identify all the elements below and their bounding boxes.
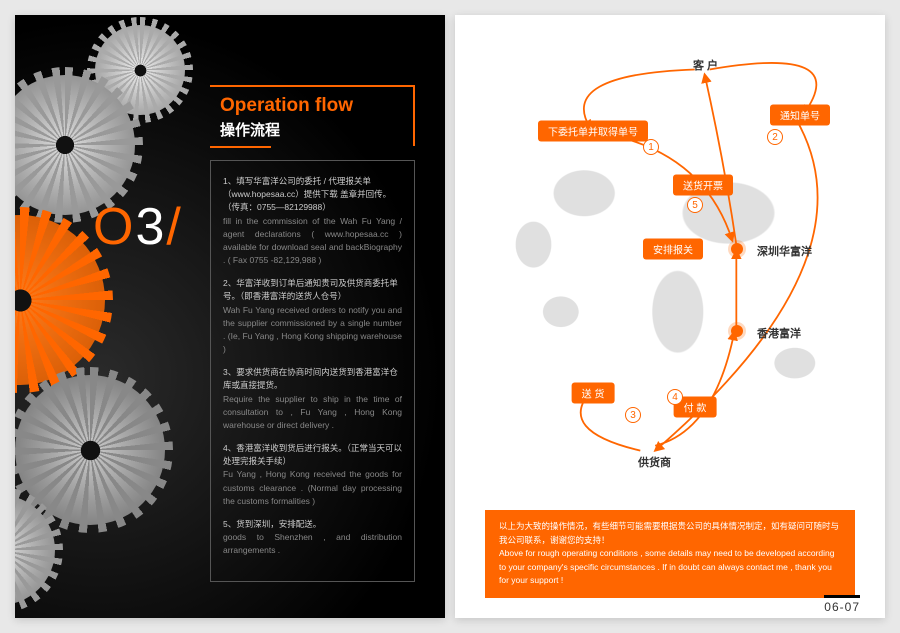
step-marker-1: 1	[643, 139, 659, 155]
flow-diagram: 客 户下委托单并取得单号通知单号送货开票安排报关深圳华富洋香港富洋送 货付 款供…	[455, 15, 885, 510]
flow-node-supplier: 供货商	[638, 454, 671, 470]
step-marker-5: 5	[687, 197, 703, 213]
flow-node-order: 下委托单并取得单号	[538, 121, 648, 142]
step-cn: 4、香港富洋收到货后进行报关。（正常当天可以处理完报关手续）	[223, 442, 402, 468]
flow-node-ship: 送 货	[572, 383, 615, 404]
step-cn: 2、华富洋收到订单后通知贵司及供货商委托单号。（即香港富洋的送货人仓号）	[223, 277, 402, 303]
step-marker-3: 3	[625, 407, 641, 423]
step-en: goods to Shenzhen , and distribution arr…	[223, 531, 402, 557]
footer-en: Above for rough operating conditions , s…	[499, 547, 841, 588]
step-cn: 3、要求供货商在协商时间内送货到香港富洋仓库或直接提货。	[223, 366, 402, 392]
flow-node-notify: 通知单号	[770, 105, 830, 126]
flow-arcs	[455, 15, 885, 510]
flow-node-customs: 安排报关	[643, 239, 703, 260]
flow-node-customer: 客 户	[693, 57, 718, 73]
section-digit: 3	[135, 198, 166, 256]
section-o: O	[93, 198, 135, 256]
footer-cn: 以上为大致的操作情况，有些细节可能需要根据贵公司的具体情况制定，如有疑问可随时与…	[499, 520, 841, 547]
hub-dot	[731, 325, 743, 337]
left-page: O3/ Operation flow 操作流程 1、填写华富洋公司的委托 / 代…	[15, 15, 445, 618]
flow-node-sz: 深圳华富洋	[757, 243, 812, 259]
step-item: 1、填写华富洋公司的委托 / 代理报关单（www.hopesaa.cc）提供下载…	[223, 175, 402, 267]
page-number: 06-07	[824, 595, 860, 614]
title-en: Operation flow	[220, 95, 397, 117]
hub-dot	[731, 243, 743, 255]
flow-node-hk: 香港富洋	[757, 325, 801, 341]
step-en: Require the supplier to ship in the time…	[223, 393, 402, 433]
step-en: Wah Fu Yang received orders to notify yo…	[223, 304, 402, 357]
steps-list: 1、填写华富洋公司的委托 / 代理报关单（www.hopesaa.cc）提供下载…	[210, 160, 415, 582]
step-item: 3、要求供货商在协商时间内送货到香港富洋仓库或直接提货。Require the …	[223, 366, 402, 432]
step-marker-4: 4	[667, 389, 683, 405]
gear-art	[15, 15, 215, 618]
title-cn: 操作流程	[220, 119, 397, 140]
section-number: O3/	[93, 197, 183, 257]
step-item: 2、华富洋收到订单后通知贵司及供货商委托单号。（即香港富洋的送货人仓号）Wah …	[223, 277, 402, 356]
footer-note: 以上为大致的操作情况，有些细节可能需要根据贵公司的具体情况制定，如有疑问可随时与…	[485, 510, 855, 598]
flow-node-invoice: 送货开票	[673, 175, 733, 196]
step-item: 4、香港富洋收到货后进行报关。（正常当天可以处理完报关手续）Fu Yang , …	[223, 442, 402, 508]
step-cn: 1、填写华富洋公司的委托 / 代理报关单（www.hopesaa.cc）提供下载…	[223, 175, 402, 215]
step-marker-2: 2	[767, 129, 783, 145]
step-en: Fu Yang , Hong Kong received the goods f…	[223, 468, 402, 508]
step-cn: 5、货到深圳，安排配送。	[223, 518, 402, 531]
section-slash: /	[166, 198, 182, 256]
title-block: Operation flow 操作流程	[210, 85, 415, 146]
right-page: 客 户下委托单并取得单号通知单号送货开票安排报关深圳华富洋香港富洋送 货付 款供…	[455, 15, 885, 618]
step-item: 5、货到深圳，安排配送。goods to Shenzhen , and dist…	[223, 518, 402, 558]
step-en: fill in the commission of the Wah Fu Yan…	[223, 215, 402, 268]
